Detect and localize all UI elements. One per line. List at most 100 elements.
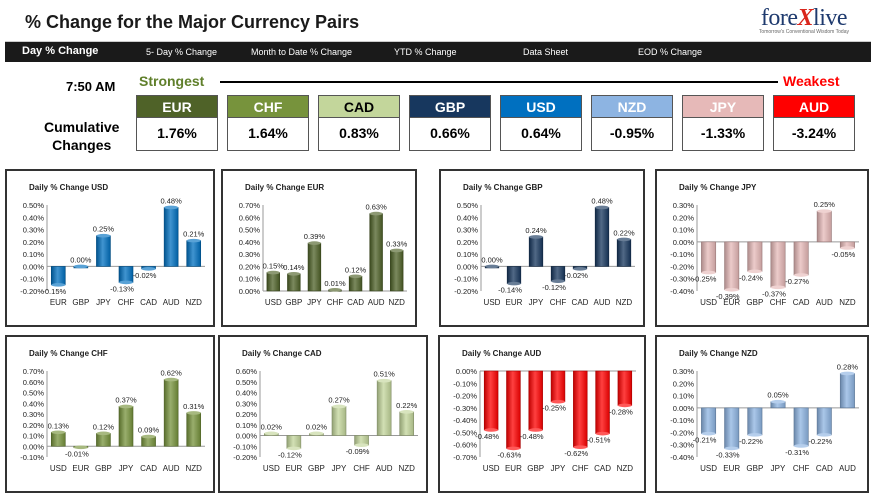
y-tick-label: -0.30% <box>670 441 694 450</box>
x-tick-label: JPY <box>96 298 111 307</box>
x-tick-label: GBP <box>746 464 763 473</box>
currency-change: 1.76% <box>157 125 197 141</box>
data-label: 0.01% <box>324 279 346 288</box>
currency-code: JPY <box>683 96 763 118</box>
currency-change: -3.24% <box>791 125 837 141</box>
y-tick-label: -0.10% <box>670 250 694 259</box>
bar-chf <box>573 370 588 448</box>
nav-bar: Day % Change 5- Day % Change Month to Da… <box>5 42 871 62</box>
chart-panel-eur: Daily % Change EUR 0.70% 0.60% 0.50% 0.40% 0… <box>221 169 417 327</box>
chart-title: Daily % Change AUD <box>462 349 542 358</box>
bar-cap <box>485 264 499 269</box>
nav-day-change[interactable]: Day % Change <box>22 45 99 57</box>
y-tick-label: 0.50% <box>23 389 45 398</box>
x-tick-label: JPY <box>771 464 786 473</box>
cumulative-label-line2: Changes <box>52 137 112 153</box>
x-tick-label: NZD <box>617 464 634 473</box>
bar-cap <box>96 431 111 436</box>
bar-cap <box>141 434 156 439</box>
x-tick-label: NZD <box>185 298 202 307</box>
currency-code: GBP <box>410 96 490 118</box>
data-label: 0.12% <box>345 265 367 274</box>
currency-change: 0.66% <box>430 125 470 141</box>
data-label: -0.12% <box>542 283 566 292</box>
data-label: -0.05% <box>832 250 856 259</box>
x-tick-label: CAD <box>594 464 611 473</box>
bar-cap <box>551 279 565 283</box>
cumulative-changes-label: Cumulative Changes <box>44 118 119 154</box>
currency-change: -0.95% <box>609 125 655 141</box>
y-tick-label: 0.40% <box>236 389 258 398</box>
forexlive-logo[interactable]: foreXlive Tomorrow's Conventional Wisdom… <box>759 5 849 35</box>
y-tick-label: -0.10% <box>454 275 478 284</box>
nav-ytd-change[interactable]: YTD % Change <box>394 47 457 57</box>
bar-gbp <box>747 241 763 272</box>
data-label: -0.25% <box>693 275 717 284</box>
data-label: 0.28% <box>837 362 859 371</box>
bar-eur <box>50 266 66 286</box>
currency-box-cad: CAD 0.83% <box>318 95 400 151</box>
data-label: -0.48% <box>520 432 544 441</box>
currency-box-usd: USD 0.64% <box>500 95 582 151</box>
data-label: 0.02% <box>306 422 328 431</box>
bar-chf <box>793 407 809 447</box>
data-label: -0.21% <box>693 436 717 445</box>
x-tick-label: EUR <box>723 298 740 307</box>
currency-change: -1.33% <box>700 125 746 141</box>
nav-5day-change[interactable]: 5- Day % Change <box>146 47 218 57</box>
x-tick-label: USD <box>700 464 717 473</box>
y-tick-label: 0.50% <box>23 201 45 210</box>
bar-cap <box>119 404 133 409</box>
x-tick-label: EUR <box>50 298 67 307</box>
x-tick-label: AUD <box>376 464 393 473</box>
bar-gbp <box>747 407 763 436</box>
data-label: -0.24% <box>739 273 763 282</box>
bar-cap <box>617 403 632 408</box>
chart-panel-usd: Daily % Change USD 0.50% 0.40% 0.30% 0.20% 0… <box>5 169 215 327</box>
y-tick-label: -0.20% <box>233 453 257 462</box>
x-tick-label: CHF <box>770 298 787 307</box>
bar-cap <box>266 270 280 275</box>
data-label: -0.12% <box>278 450 302 459</box>
strength-arrow-line <box>220 81 778 83</box>
x-tick-label: JPY <box>332 464 347 473</box>
data-label: -0.22% <box>808 437 832 446</box>
y-tick-label: 0.30% <box>23 226 45 235</box>
bar-nzd <box>390 250 404 292</box>
x-tick-label: AUD <box>594 298 611 307</box>
nav-data-sheet[interactable]: Data Sheet <box>523 47 569 57</box>
bar-jpy <box>96 235 111 267</box>
bar-cap <box>770 399 786 404</box>
bar-cap <box>595 205 609 210</box>
nav-eod-change[interactable]: EOD % Change <box>638 47 703 57</box>
bar-cap <box>73 264 88 269</box>
x-tick-label: CHF <box>118 298 135 307</box>
y-tick-label: -0.20% <box>454 287 478 296</box>
x-tick-label: NZD <box>839 298 856 307</box>
bar-cap <box>551 399 565 404</box>
bar-cap <box>119 280 133 285</box>
y-tick-label: 0.20% <box>236 410 258 419</box>
bar-cap <box>51 430 66 435</box>
nav-mtd-change[interactable]: Month to Date % Change <box>251 47 353 57</box>
bar-cad <box>793 241 809 276</box>
bar-usd <box>266 272 280 292</box>
bar-cap <box>701 270 716 275</box>
y-tick-label: 0.30% <box>239 250 261 259</box>
chart-title: Daily % Change GBP <box>463 183 543 192</box>
x-tick-label: AUD <box>816 298 833 307</box>
data-label: 0.14% <box>283 263 305 272</box>
y-tick-label: 0.10% <box>23 250 45 259</box>
x-tick-label: CAD <box>572 298 589 307</box>
bar-cap <box>817 433 832 437</box>
bar-cad <box>595 370 610 434</box>
currency-code: CAD <box>319 96 399 118</box>
y-tick-label: 0.50% <box>457 201 479 210</box>
bar-cap <box>141 267 156 271</box>
data-label: 0.22% <box>396 401 418 410</box>
bar-cap <box>817 209 832 213</box>
bar-cap <box>354 443 369 447</box>
data-label: -0.33% <box>716 450 740 459</box>
y-tick-label: -0.10% <box>20 275 44 284</box>
bar-cap <box>595 431 610 436</box>
